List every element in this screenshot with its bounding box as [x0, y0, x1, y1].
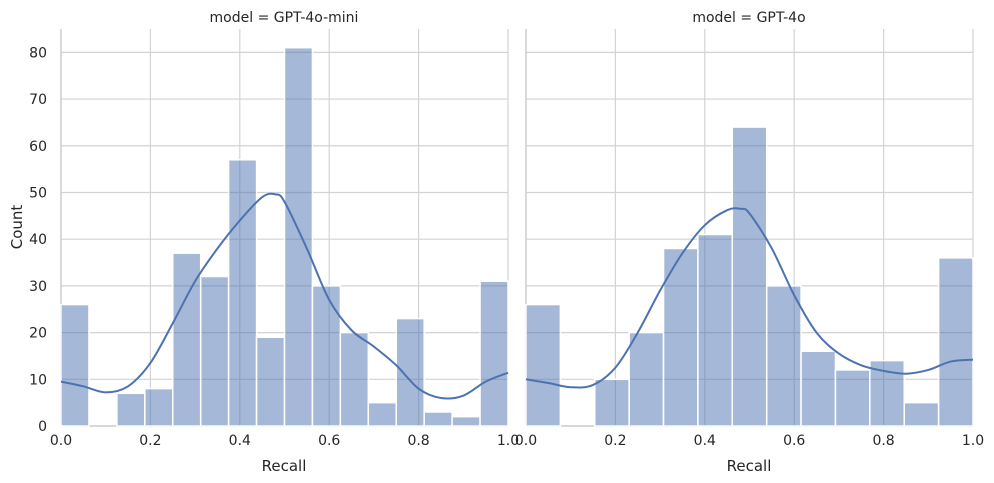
y-tick-label: 40 — [29, 232, 47, 248]
histogram-bar — [765, 285, 802, 427]
histogram-bar — [283, 46, 314, 427]
panel-title: model = GPT-4o — [692, 10, 805, 26]
histogram-bar — [423, 411, 453, 427]
histogram-bar — [731, 126, 768, 427]
x-tick-label: 1.0 — [497, 433, 519, 449]
y-tick-label: 80 — [29, 45, 47, 61]
histogram-bar — [367, 401, 397, 427]
y-tick-label: 30 — [29, 279, 47, 295]
y-tick-label: 0 — [38, 419, 47, 435]
x-axis-label: Recall — [262, 457, 307, 475]
histogram-bar — [697, 233, 734, 427]
x-tick-label: 0.6 — [318, 433, 340, 449]
histogram-bar — [479, 280, 509, 427]
histogram-bar — [339, 331, 370, 427]
histogram-bar — [311, 285, 342, 427]
histogram-bar — [395, 317, 425, 427]
x-axis-label: Recall — [727, 457, 772, 475]
x-tick-label: 0.6 — [783, 433, 805, 449]
histogram-bar — [525, 303, 562, 427]
histogram-bar — [172, 252, 202, 427]
histogram-bar — [800, 350, 837, 427]
kde-line — [60, 192, 509, 400]
histogram-bar — [451, 415, 481, 427]
x-tick-label: 0.0 — [50, 433, 72, 449]
y-tick-label: 70 — [29, 92, 47, 108]
x-tick-labels: 0.0 0.2 0.4 0.6 0.8 1.0 — [515, 433, 984, 449]
y-tick-label: 10 — [29, 372, 47, 388]
x-tick-label: 0.8 — [872, 433, 894, 449]
x-tick-label: 0.4 — [694, 433, 716, 449]
histogram-bars — [60, 46, 509, 427]
y-axis-label: Count — [8, 205, 26, 250]
y-tick-label: 20 — [29, 326, 47, 342]
x-tick-labels: 0.0 0.2 0.4 0.6 0.8 1.0 — [50, 433, 519, 449]
panel-gpt-4o-mini: model = GPT-4o-mini Recall Count 0.0 0.2 0… — [8, 10, 519, 475]
x-tick-label: 0.4 — [229, 433, 251, 449]
histogram-bar — [116, 392, 146, 427]
panel-gpt-4o: model = GPT-4o Recall 0.0 0.2 0.4 0.6 0.8 1.0 — [515, 10, 984, 475]
histogram-bar — [227, 159, 258, 427]
x-tick-label: 1.0 — [962, 433, 984, 449]
x-tick-label: 0.2 — [604, 433, 626, 449]
histogram-bar — [834, 369, 871, 427]
histogram-bar — [255, 336, 286, 427]
panel-title: model = GPT-4o-mini — [210, 10, 359, 26]
histogram-bar — [662, 247, 699, 427]
histogram-bar — [903, 401, 940, 427]
y-tick-labels: 0 10 20 30 40 50 60 70 80 — [29, 45, 47, 435]
histogram-bar — [937, 257, 974, 427]
histogram-bar — [593, 378, 630, 427]
histogram-bars — [525, 126, 974, 427]
y-tick-label: 50 — [29, 185, 47, 201]
histogram-bar — [144, 387, 174, 427]
histogram-bar — [628, 331, 665, 427]
x-tick-label: 0.2 — [139, 433, 161, 449]
x-tick-label: 0.8 — [407, 433, 429, 449]
histogram-bar — [199, 275, 230, 427]
histogram-bar — [869, 359, 906, 427]
y-tick-label: 60 — [29, 139, 47, 155]
x-tick-label: 0.0 — [515, 433, 537, 449]
histogram-bar — [60, 303, 90, 427]
kde-line — [525, 207, 974, 389]
